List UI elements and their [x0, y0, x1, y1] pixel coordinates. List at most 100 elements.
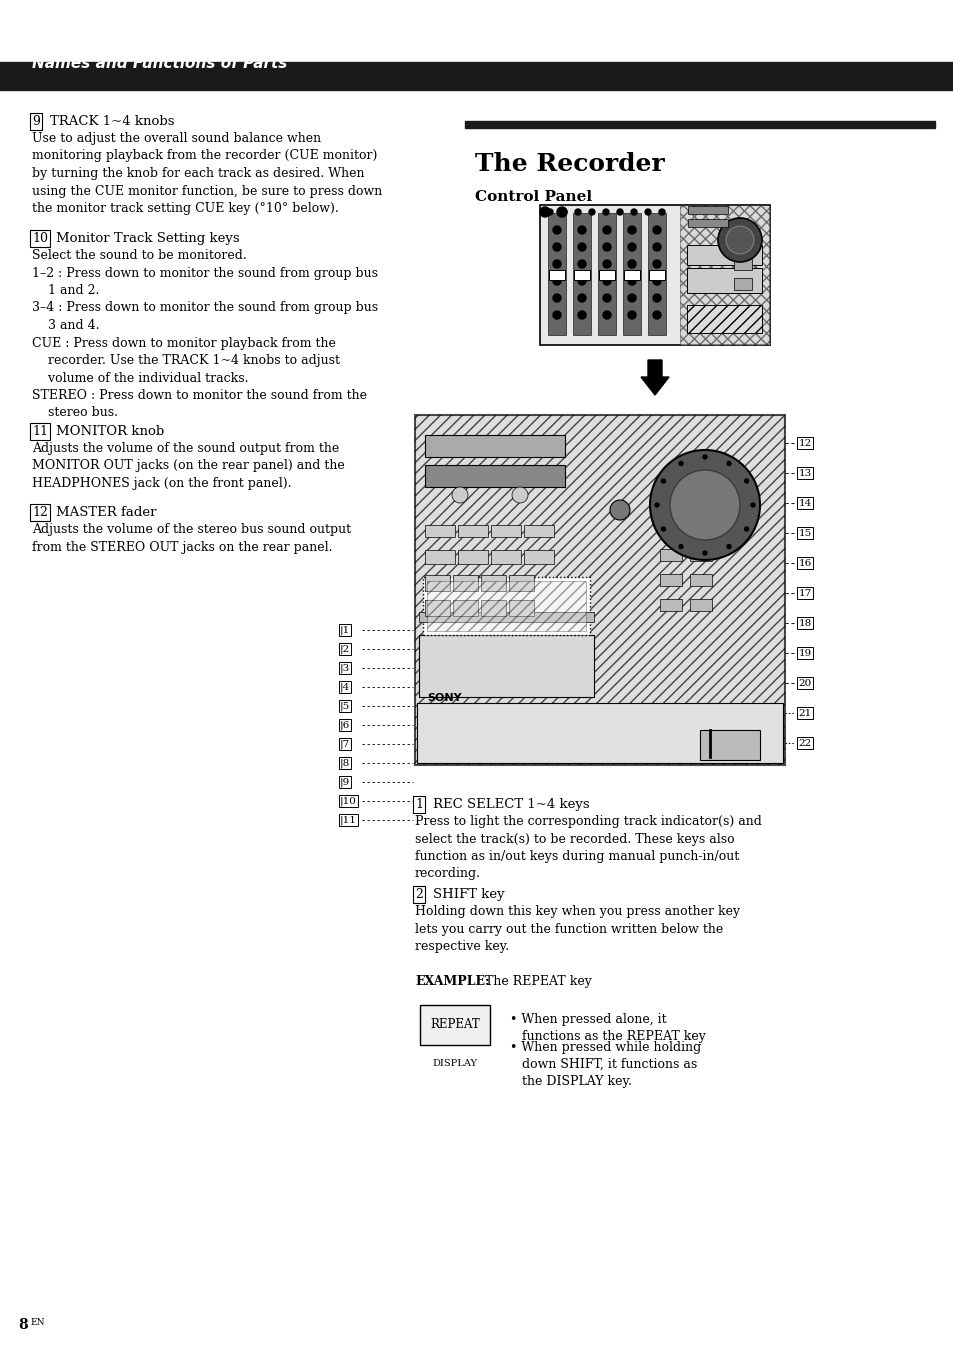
Text: The Recorder: The Recorder: [475, 153, 664, 176]
Circle shape: [609, 500, 629, 520]
Circle shape: [588, 209, 595, 215]
Bar: [418, 635, 594, 697]
Text: • When pressed while holding
   down SHIFT, it functions as
   the DISPLAY key.: • When pressed while holding down SHIFT,…: [510, 1042, 700, 1088]
Bar: [686, 305, 761, 332]
Bar: [427, 581, 585, 631]
Text: 15: 15: [798, 528, 811, 538]
Circle shape: [627, 259, 636, 267]
Text: 9: 9: [32, 115, 40, 128]
Circle shape: [553, 295, 560, 303]
Text: REC SELECT 1~4 keys: REC SELECT 1~4 keys: [433, 798, 589, 811]
FancyArrow shape: [640, 359, 668, 394]
Bar: [480, 576, 505, 590]
Circle shape: [726, 544, 730, 549]
Text: Monitor Track Setting keys: Monitor Track Setting keys: [56, 232, 239, 245]
Bar: [424, 465, 564, 486]
Circle shape: [617, 209, 622, 215]
Circle shape: [660, 527, 665, 531]
Text: 11: 11: [32, 426, 48, 438]
Bar: [659, 598, 681, 611]
Bar: [622, 213, 640, 335]
Bar: [659, 549, 681, 561]
Bar: [422, 577, 589, 635]
Bar: [733, 258, 751, 270]
Text: MONITOR knob: MONITOR knob: [56, 426, 164, 438]
Text: |1: |1: [339, 626, 350, 635]
Bar: [689, 574, 711, 586]
Circle shape: [669, 470, 740, 540]
Bar: [679, 205, 769, 345]
Bar: [598, 213, 616, 335]
Text: 10: 10: [32, 232, 48, 245]
Text: Select the sound to be monitored.
1–2 : Press down to monitor the sound from gro: Select the sound to be monitored. 1–2 : …: [32, 249, 377, 420]
Text: SONY: SONY: [427, 693, 461, 703]
Text: Adjusts the volume of the sound output from the
MONITOR OUT jacks (on the rear p: Adjusts the volume of the sound output f…: [32, 442, 344, 490]
Text: 17: 17: [798, 589, 811, 597]
Text: Press to light the corresponding track indicator(s) and
select the track(s) to b: Press to light the corresponding track i…: [415, 815, 761, 881]
Circle shape: [743, 527, 748, 531]
Text: MASTER fader: MASTER fader: [56, 507, 156, 519]
Bar: [648, 270, 664, 280]
Circle shape: [602, 295, 610, 303]
Circle shape: [702, 455, 706, 459]
Bar: [491, 526, 520, 536]
Text: 19: 19: [798, 648, 811, 658]
Bar: [623, 270, 639, 280]
Bar: [687, 205, 727, 213]
Circle shape: [602, 209, 608, 215]
Bar: [424, 526, 455, 536]
Bar: [419, 1005, 490, 1046]
Circle shape: [602, 311, 610, 319]
Bar: [457, 550, 488, 563]
Bar: [509, 600, 534, 616]
Bar: [686, 245, 761, 265]
Text: 12: 12: [798, 439, 811, 447]
Text: |7: |7: [339, 739, 350, 748]
Text: |5: |5: [339, 701, 350, 711]
Text: 21: 21: [798, 708, 811, 717]
Bar: [687, 219, 727, 227]
Circle shape: [539, 207, 550, 218]
Circle shape: [652, 295, 660, 303]
Text: Adjusts the volume of the stereo bus sound output
from the STEREO OUT jacks on t: Adjusts the volume of the stereo bus sou…: [32, 523, 351, 554]
Bar: [491, 550, 520, 563]
Text: |11: |11: [339, 815, 356, 824]
Circle shape: [553, 259, 560, 267]
Text: 2: 2: [415, 888, 422, 901]
Circle shape: [578, 226, 585, 234]
Circle shape: [553, 277, 560, 285]
Text: TRACK 1~4 knobs: TRACK 1~4 knobs: [50, 115, 174, 128]
Circle shape: [718, 218, 761, 262]
Bar: [598, 270, 615, 280]
Text: 12: 12: [32, 507, 48, 519]
Text: 14: 14: [798, 499, 811, 508]
Circle shape: [659, 209, 664, 215]
Circle shape: [679, 544, 682, 549]
Circle shape: [652, 311, 660, 319]
Circle shape: [743, 480, 748, 484]
Bar: [464, 122, 934, 128]
Bar: [659, 524, 681, 536]
Bar: [480, 600, 505, 616]
Text: Names and Functions of Parts: Names and Functions of Parts: [32, 55, 287, 72]
Circle shape: [644, 209, 650, 215]
Bar: [424, 576, 450, 590]
Circle shape: [652, 259, 660, 267]
Circle shape: [660, 480, 665, 484]
Text: 20: 20: [798, 678, 811, 688]
Bar: [0, 62, 953, 91]
Circle shape: [575, 209, 580, 215]
Circle shape: [627, 226, 636, 234]
Circle shape: [652, 226, 660, 234]
Circle shape: [652, 243, 660, 251]
Bar: [424, 550, 455, 563]
Circle shape: [602, 277, 610, 285]
Bar: [689, 524, 711, 536]
Text: EN: EN: [30, 1319, 45, 1327]
Bar: [659, 574, 681, 586]
Bar: [523, 526, 554, 536]
Circle shape: [557, 207, 566, 218]
Text: 8: 8: [18, 1319, 28, 1332]
Text: 16: 16: [798, 558, 811, 567]
Text: SHIFT key: SHIFT key: [433, 888, 504, 901]
